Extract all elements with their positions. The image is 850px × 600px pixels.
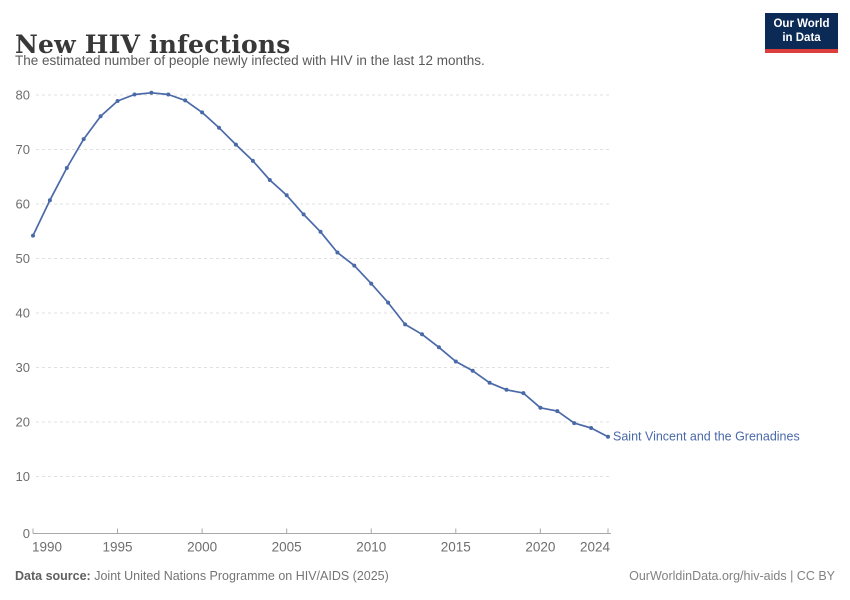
data-point-marker: [403, 322, 408, 327]
data-point-marker: [555, 409, 560, 414]
x-axis-tick-label: 2000: [187, 540, 217, 555]
owid-logo[interactable]: Our World in Data: [765, 13, 838, 53]
data-source-text: Joint United Nations Programme on HIV/AI…: [94, 569, 389, 583]
data-point-marker: [166, 92, 171, 97]
data-point-marker: [386, 300, 391, 305]
data-point-marker: [487, 380, 492, 385]
page-title: New HIV infections: [15, 29, 291, 59]
data-point-marker: [47, 198, 52, 203]
data-point-marker: [149, 90, 154, 95]
data-point-marker: [572, 421, 577, 426]
x-axis-tick-label: 1995: [103, 540, 133, 555]
y-axis-tick-label: 0: [23, 526, 30, 541]
data-point-marker: [267, 178, 272, 182]
x-axis-tick-label: 2015: [441, 540, 471, 555]
data-point-marker: [200, 110, 205, 115]
data-point-marker: [436, 345, 441, 350]
y-axis-tick-label: 50: [16, 251, 30, 266]
data-point-marker: [132, 92, 137, 97]
data-point-marker: [284, 193, 289, 198]
data-point-marker: [521, 391, 526, 396]
data-point-marker: [64, 166, 69, 170]
data-point-marker: [183, 98, 188, 103]
data-point-marker: [98, 114, 103, 119]
data-point-marker: [352, 263, 357, 268]
data-point-marker: [115, 99, 120, 103]
data-point-marker: [233, 142, 238, 147]
data-point-marker: [606, 434, 610, 439]
data-point-marker: [470, 368, 475, 373]
x-axis-tick-label: 2020: [525, 540, 555, 555]
x-axis-tick-label: 2005: [272, 540, 302, 555]
data-point-marker: [81, 137, 86, 142]
data-source-note: Data source: Joint United Nations Progra…: [15, 569, 389, 583]
y-axis-tick-label: 30: [16, 360, 30, 375]
x-axis-tick-label: 1990: [32, 540, 62, 555]
owid-url-license-link[interactable]: OurWorldinData.org/hiv-aids | CC BY: [629, 569, 835, 583]
data-point-marker: [335, 250, 340, 255]
y-axis-tick-label: 80: [16, 88, 30, 103]
data-point-marker: [453, 359, 458, 364]
data-point-marker: [420, 332, 424, 337]
data-point-marker: [369, 281, 374, 286]
data-point-marker: [318, 229, 323, 234]
chart-subtitle: The estimated number of people newly inf…: [15, 53, 485, 68]
data-point-marker: [250, 158, 255, 163]
y-axis-tick-label: 20: [16, 415, 30, 430]
data-point-marker: [217, 125, 221, 130]
data-source-label: Data source:: [15, 569, 91, 583]
data-point-marker: [538, 405, 543, 410]
y-axis-tick-label: 70: [16, 142, 30, 157]
x-axis-tick-label: 2010: [356, 540, 386, 555]
entity-label[interactable]: Saint Vincent and the Grenadines: [613, 430, 800, 444]
x-axis-tick-label: 2024: [580, 540, 611, 555]
y-axis-tick-label: 10: [16, 469, 30, 484]
y-axis-tick-label: 40: [16, 306, 30, 321]
data-point-marker: [31, 233, 35, 238]
y-axis-tick-label: 60: [16, 197, 30, 212]
data-point-marker: [504, 387, 509, 392]
data-point-marker: [589, 426, 594, 430]
data-point-marker: [301, 212, 306, 217]
owid-logo-line2: in Data: [782, 31, 821, 44]
data-line: [32, 91, 609, 438]
owid-logo-line1: Our World: [773, 18, 830, 30]
